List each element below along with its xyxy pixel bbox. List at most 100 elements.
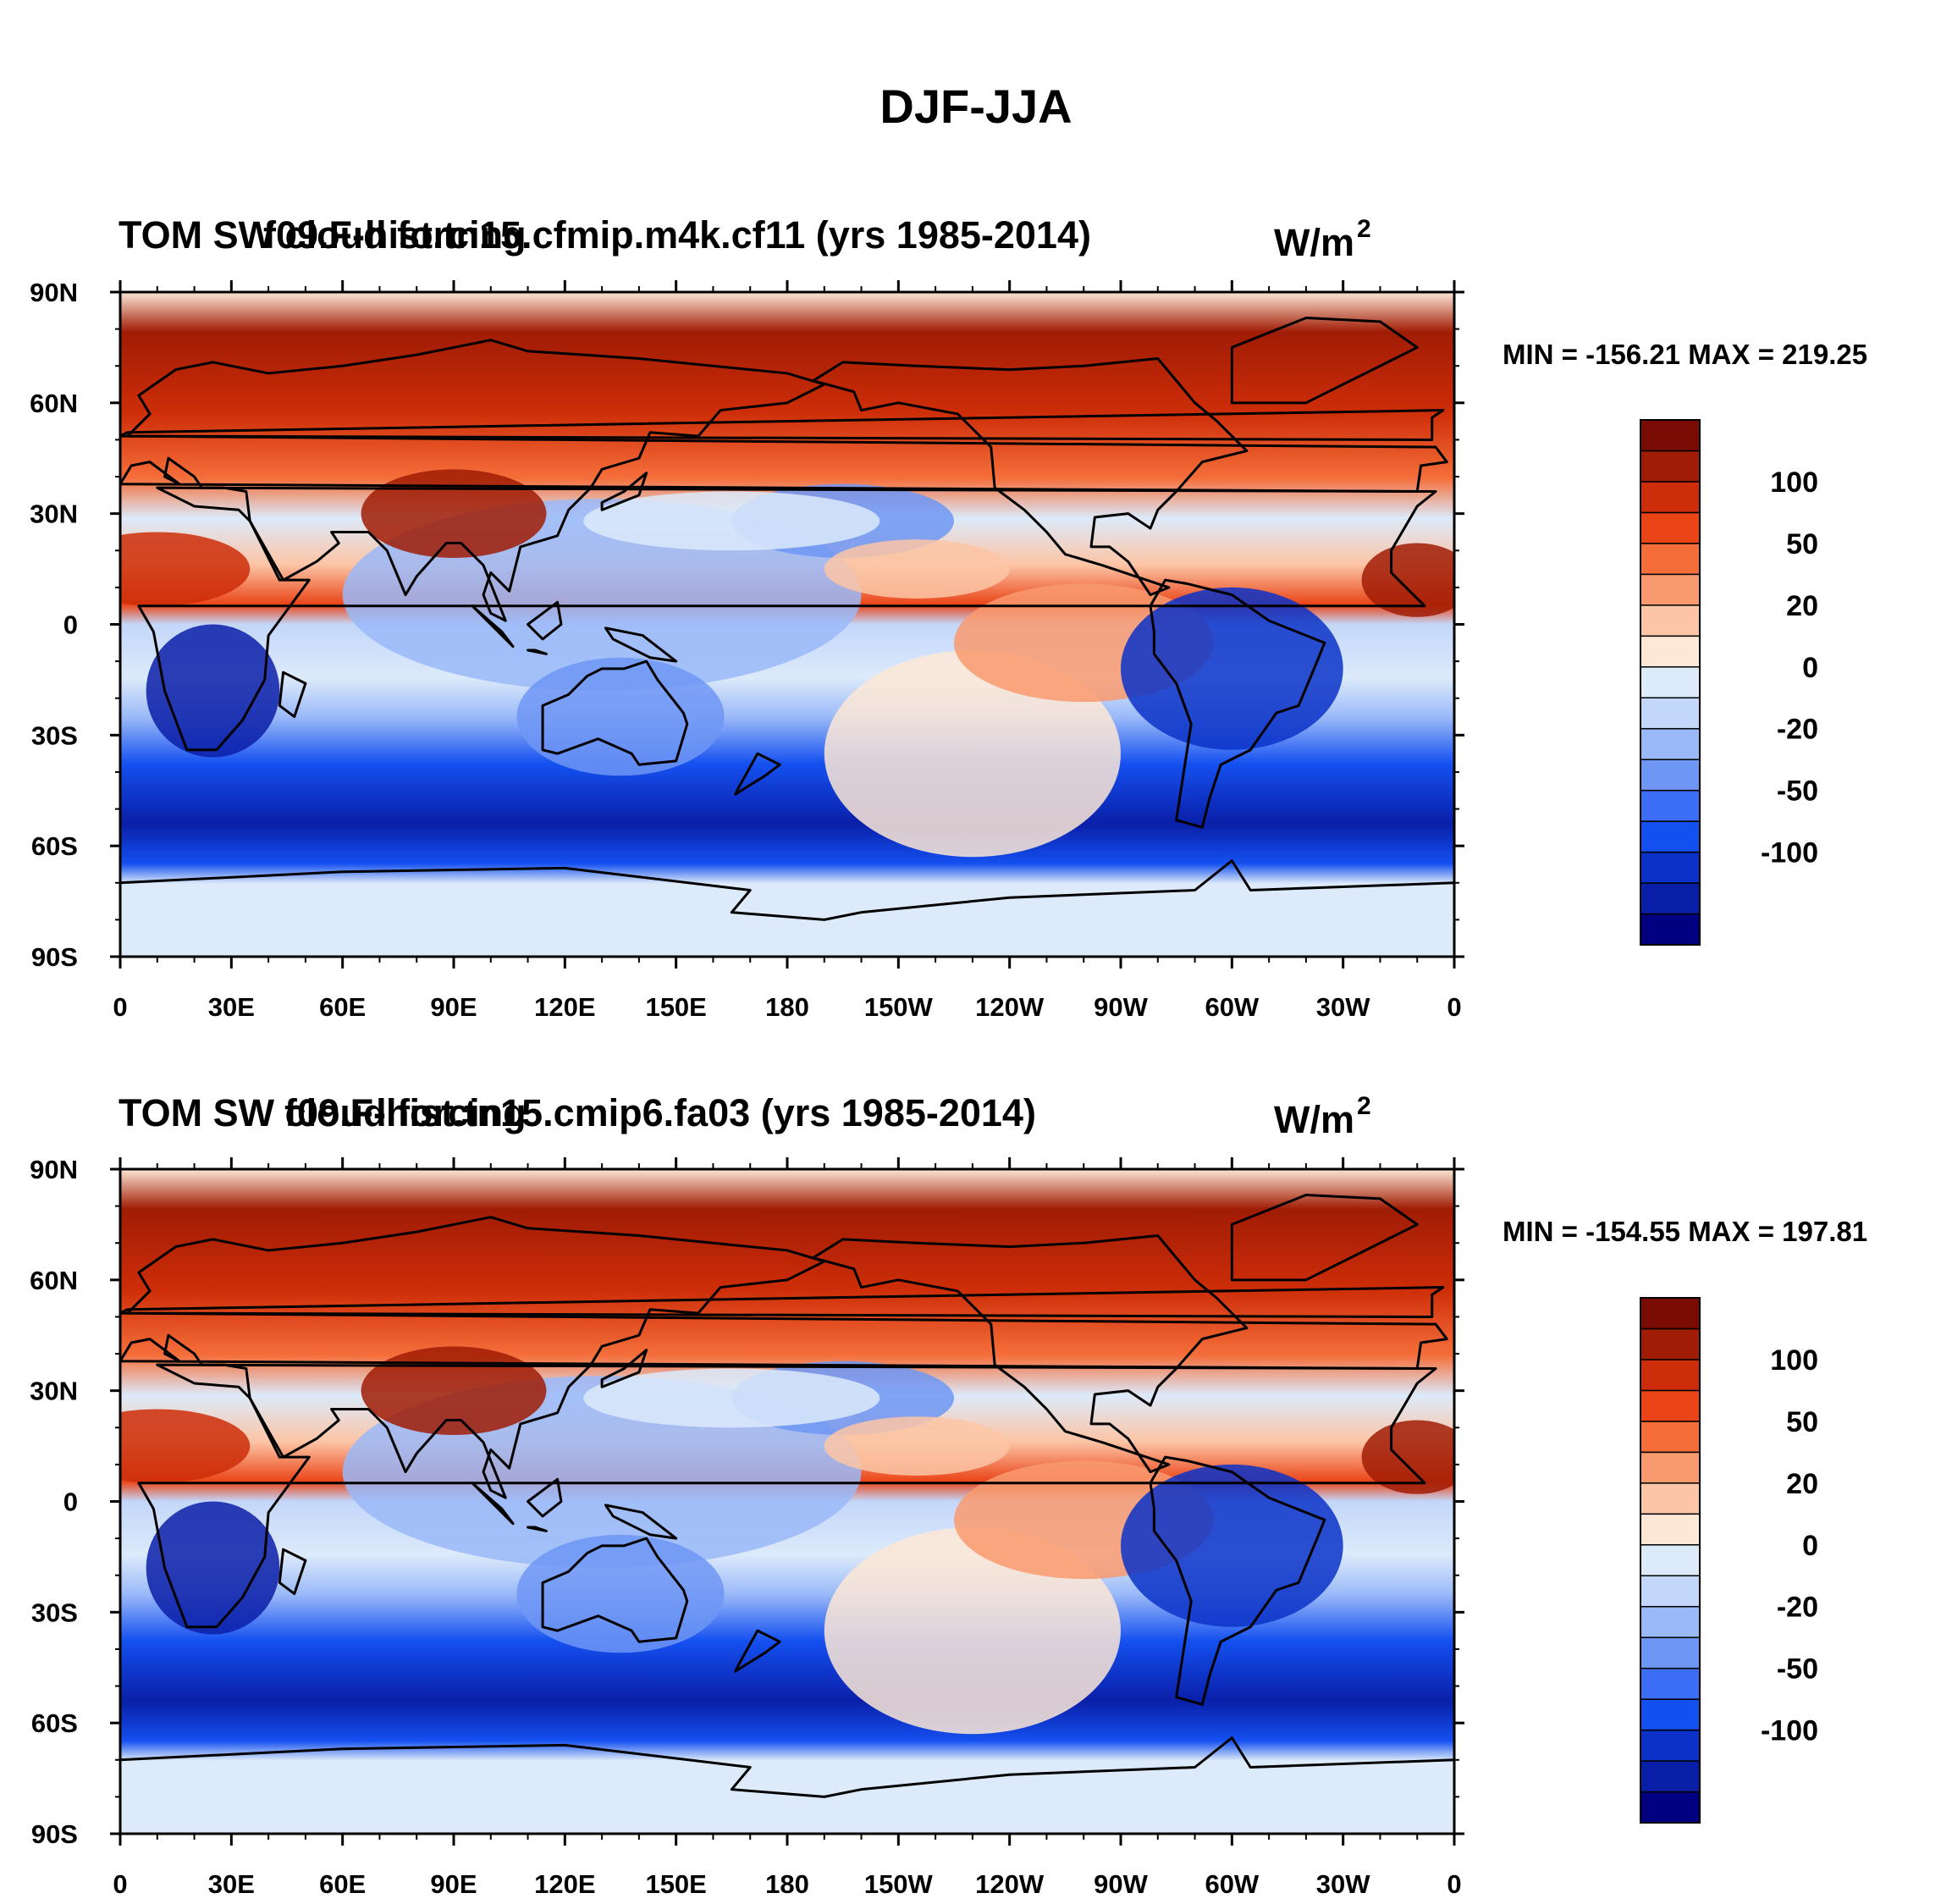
colorbar-swatch [1640, 759, 1701, 792]
coastline [471, 1482, 515, 1526]
colorbar-swatch [1640, 573, 1701, 606]
field-blob [1361, 1420, 1454, 1494]
lon-label: 120E [534, 1869, 595, 1899]
lon-label: 0 [1447, 1869, 1461, 1899]
panel-2-center-title: f09.F-hist.tn15.cmip6.fa03 (yrs 1985-201… [284, 1091, 1036, 1134]
colorbar-swatch [1640, 1544, 1701, 1576]
colorbar-label: -20 [1777, 714, 1818, 746]
field-blob [1361, 543, 1454, 617]
coastline [734, 1629, 781, 1673]
colorbar-swatch [1640, 789, 1701, 822]
colorbar-swatch [1640, 697, 1701, 730]
lat-label: 30N [30, 499, 78, 529]
colorbar-swatch [1640, 1359, 1701, 1392]
coastline [120, 409, 1445, 441]
panel-1-map-area [119, 290, 1456, 958]
lat-label: 60S [31, 1708, 78, 1738]
coastline [527, 1526, 548, 1532]
panel-1-colorbar: 100 50 20 0 -20 -50 -100 [1640, 419, 1818, 946]
lon-label: 0 [113, 992, 127, 1022]
map-panel-2: TOM SW cloud forcing f09.F-hist.tn15.cmi… [30, 1091, 1867, 1899]
panel-2-units-base: W/m [1274, 1098, 1354, 1141]
panel-2-minmax: MIN = -154.55 MAX = 197.81 [1503, 1216, 1867, 1247]
field-blob [583, 1368, 880, 1428]
lon-label: 90E [430, 992, 477, 1022]
coastline [120, 1736, 1454, 1834]
colorbar-swatch [1640, 851, 1701, 884]
coastline [120, 859, 1454, 957]
colorbar-label: 20 [1786, 1468, 1818, 1500]
coastline [1230, 1194, 1419, 1282]
field-blob [361, 1346, 547, 1435]
colorbar-label: 0 [1802, 1530, 1818, 1562]
colorbar-swatch [1640, 1605, 1701, 1638]
field-blob [516, 1534, 725, 1653]
colorbar-label: 50 [1786, 528, 1818, 560]
colorbar-swatch [1640, 1327, 1701, 1360]
coastline [527, 600, 563, 641]
coastline [527, 1477, 563, 1518]
map-panel-1: TOM SW cloud forcing f09.F-hist.tn15.cfm… [30, 213, 1867, 1022]
coastline [278, 671, 307, 719]
colorbar-label: -20 [1777, 1592, 1818, 1624]
coastline [541, 660, 689, 766]
panel-2-units: W/m [1274, 1098, 1354, 1141]
coastline [120, 1286, 1445, 1318]
colorbar-label: -50 [1777, 775, 1818, 808]
lon-label: 0 [1447, 992, 1461, 1022]
lat-label: 90N [30, 278, 78, 307]
coastline [1149, 1455, 1326, 1706]
coastline [137, 486, 1437, 752]
field-blob [120, 532, 251, 606]
panel-1-left-title: TOM SW cloud forcing [119, 213, 527, 257]
panel-1-units-base: W/m [1274, 221, 1354, 264]
lon-label: 180 [765, 1869, 809, 1899]
coastline [120, 1216, 1448, 1499]
lon-label: 60W [1205, 1869, 1259, 1899]
colorbar-swatch [1640, 913, 1701, 946]
colorbar-label: -100 [1761, 837, 1818, 869]
colorbar-frame [1640, 1297, 1701, 1824]
field-blob [824, 1527, 1121, 1735]
coastline [604, 626, 678, 663]
coastline [527, 648, 548, 655]
colorbar-swatch [1640, 727, 1701, 760]
coastline [1149, 578, 1326, 829]
lat-label: 60S [31, 831, 78, 861]
lon-label: 60E [319, 992, 366, 1022]
lat-label: 90S [31, 1819, 78, 1849]
lon-label: 180 [765, 992, 809, 1022]
lon-label: 150E [645, 1869, 706, 1899]
colorbar-swatch [1640, 666, 1701, 698]
colorbar-swatch [1640, 450, 1701, 483]
field-blob [361, 469, 547, 559]
colorbar-label: 100 [1770, 1344, 1818, 1377]
field-blob [146, 1501, 280, 1635]
lat-label: 30S [31, 1598, 78, 1627]
coastline [541, 1537, 689, 1643]
lon-label: 30E [208, 992, 255, 1022]
panel-1-minmax: MIN = -156.21 MAX = 219.25 [1503, 339, 1867, 370]
lon-label: 120W [975, 992, 1045, 1022]
colorbar-label: 0 [1802, 652, 1818, 684]
coastline [600, 1349, 648, 1388]
lat-label: 90S [31, 942, 78, 972]
colorbar-swatch [1640, 1791, 1701, 1824]
lat-label: 30N [30, 1377, 78, 1406]
field-blob [146, 624, 280, 758]
lon-label: 120E [534, 992, 595, 1022]
coastline [471, 604, 515, 648]
colorbar-swatch [1640, 1451, 1701, 1484]
lon-label: 30E [208, 1869, 255, 1899]
coastline [734, 752, 781, 796]
colorbar-swatch [1640, 635, 1701, 668]
lon-label: 150W [864, 992, 934, 1022]
field-blob [1121, 587, 1343, 750]
lon-label: 30W [1316, 992, 1370, 1022]
colorbar-swatch [1640, 604, 1701, 637]
coastline [604, 1504, 678, 1540]
colorbar-swatch [1640, 481, 1701, 514]
lat-label: 60N [30, 389, 78, 418]
lon-label: 150E [645, 992, 706, 1022]
panel-1-units: W/m [1274, 221, 1354, 264]
